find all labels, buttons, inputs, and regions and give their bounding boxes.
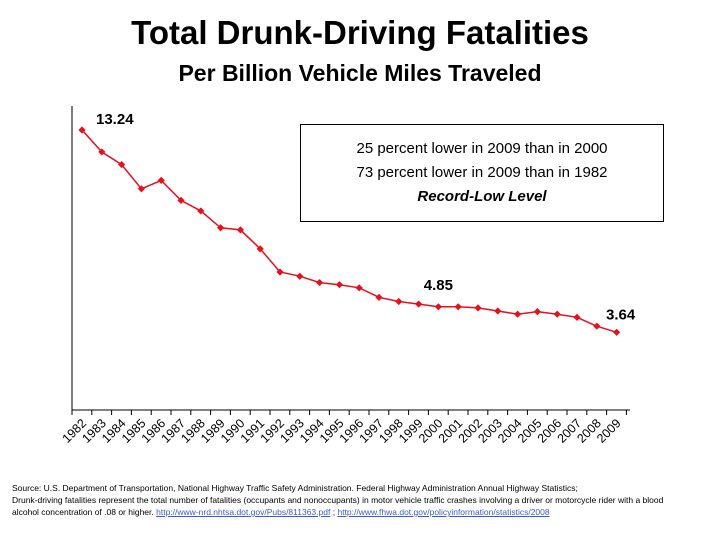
callout-line-1982: 73 percent lower in 2009 than in 1982 — [356, 164, 608, 181]
data-point — [335, 281, 343, 289]
data-point — [395, 297, 403, 306]
data-point — [177, 196, 185, 204]
data-point — [434, 303, 442, 311]
data-label: 13.24 — [96, 111, 134, 128]
data-point — [573, 313, 581, 321]
data-point — [494, 307, 502, 315]
data-point — [474, 304, 482, 312]
nhtsa-link[interactable]: http://www-nrd.nhtsa.dot.gov/Pubs/811363… — [156, 507, 331, 517]
chart-title: Total Drunk-Driving Fatalities — [131, 14, 589, 51]
data-point — [593, 322, 601, 330]
source-line-2: Drunk-driving fatalities represent the t… — [12, 495, 664, 505]
data-point — [375, 293, 383, 301]
source-line-3: alcohol concentration of .08 or higher. … — [12, 506, 712, 518]
data-point — [217, 224, 225, 232]
data-point — [533, 308, 541, 316]
data-point — [236, 226, 244, 234]
data-point — [276, 268, 284, 276]
data-point — [415, 300, 423, 308]
x-tick-label: 2009 — [594, 416, 624, 446]
data-label: 3.64 — [606, 306, 636, 323]
data-label: 4.85 — [424, 277, 453, 294]
callout-box: 25 percent lower in 2009 than in 2000 73… — [300, 124, 664, 222]
data-point — [296, 272, 304, 280]
data-point — [197, 207, 205, 215]
data-point — [355, 284, 363, 292]
data-point — [137, 185, 145, 193]
series-line — [81, 129, 617, 334]
fhwa-link[interactable]: http://www.fhwa.dot.gov/policyinformatio… — [337, 507, 550, 517]
data-point — [256, 245, 264, 253]
callout-line-2000: 25 percent lower in 2009 than in 2000 — [356, 140, 608, 157]
source-line-3-text: alcohol concentration of .08 or higher. — [12, 507, 154, 517]
data-point — [98, 148, 106, 156]
data-point — [118, 160, 126, 169]
data-point — [454, 303, 462, 311]
callout-record-low: Record-Low Level — [417, 188, 547, 205]
data-point — [613, 328, 621, 336]
source-note: Source: U.S. Department of Transportatio… — [12, 482, 712, 518]
data-point — [316, 278, 324, 287]
data-point — [514, 310, 522, 318]
source-separator: ; — [332, 507, 336, 517]
chart-subtitle: Per Billion Vehicle Miles Traveled — [178, 60, 542, 86]
data-point — [78, 126, 86, 134]
data-point — [553, 310, 561, 318]
source-line-1: Source: U.S. Department of Transportatio… — [12, 483, 578, 493]
data-point — [157, 176, 165, 184]
